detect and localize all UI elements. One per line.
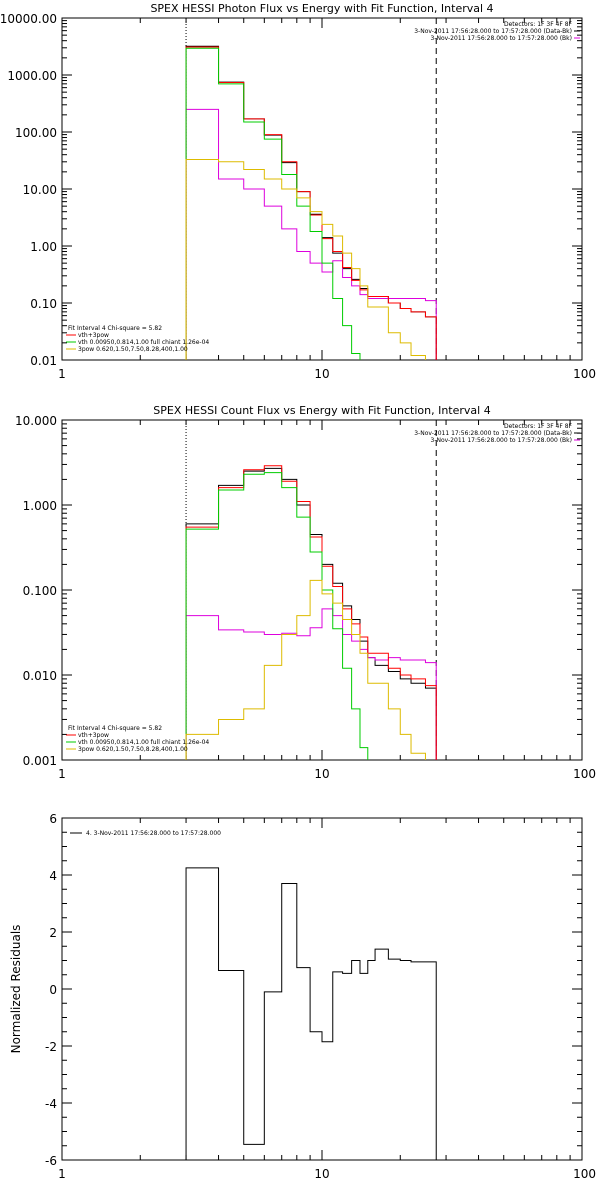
legend-label: Fit Interval 4 Chi-square = 5.82	[68, 325, 162, 332]
plot-frame	[61, 817, 583, 1161]
y-tick-label: 1000.00	[7, 69, 57, 83]
y-tick-label: 0	[49, 983, 57, 997]
legend-label: 4. 3-Nov-2011 17:56:28.000 to 17:57:28.0…	[86, 830, 221, 837]
info-line: 3-Nov-2011 17:56:28.000 to 17:57:28.000 …	[414, 430, 572, 437]
plot-frame	[61, 17, 583, 361]
chart-panel-2: SPEX HESSI Count Flux vs Energy with Fit…	[15, 404, 596, 781]
x-tick-label: 10	[314, 767, 329, 781]
y-axis-label: Normalized Residuals	[9, 925, 23, 1054]
x-tick-label: 10	[314, 367, 329, 381]
series-group	[185, 465, 437, 760]
y-tick-label: 1.00	[30, 240, 57, 254]
info-line: Detectors: 1F 3F 4F 8F	[504, 423, 573, 430]
series-line-vth	[185, 47, 361, 360]
series-group	[185, 867, 437, 1160]
x-tick-label: 100	[573, 1167, 596, 1181]
info-line: 3-Nov-2011 17:56:28.000 to 17:57:28.000 …	[414, 28, 572, 35]
series-line-vth	[185, 472, 369, 760]
x-tick-label: 100	[573, 767, 596, 781]
series-line-vth-3pow	[185, 465, 437, 760]
series-line-bk	[185, 108, 437, 360]
y-tick-label: 0.01	[30, 354, 57, 368]
y-tick-label: 10.000	[15, 414, 57, 428]
legend-label: vth+3pow	[78, 732, 109, 739]
chart-panel-3: 1 10 100 -6 -4 -2 0 2 4 6 Normalized Residuals 4. 3…	[9, 812, 596, 1181]
info-line: 3-Nov-2011 17:56:28.000 to 17:57:28.000 …	[430, 437, 572, 444]
series-group	[185, 45, 437, 360]
y-tick-label: 0.100	[23, 584, 57, 598]
x-tick-label: 1	[58, 367, 66, 381]
chart-title: SPEX HESSI Photon Flux vs Energy with Fi…	[150, 2, 493, 15]
series-line-3pow	[185, 579, 426, 760]
y-tick-label: 10000.00	[0, 12, 57, 26]
x-tick-label: 100	[573, 367, 596, 381]
series-line-bk	[185, 608, 437, 760]
series-line-3pow	[185, 158, 426, 360]
legend-label: 3pow 0.620,1.50,7.50,8.28,400,1.00	[78, 346, 188, 353]
y-tick-label: 0.001	[23, 754, 57, 768]
y-tick-label: 4	[49, 869, 57, 883]
legend-label: vth 0.00950,0.814,1.00 full chiant 1.26e…	[78, 339, 209, 346]
series-line-4-3-nov-2011-17-56-28-000-to-17-57-28-000	[185, 867, 437, 1160]
x-tick-label: 1	[58, 1167, 66, 1181]
y-tick-label: 1.000	[23, 499, 57, 513]
y-tick-label: 6	[49, 812, 57, 826]
info-line: Detectors: 1F 3F 4F 8F	[504, 21, 573, 28]
y-tick-label: -2	[45, 1040, 57, 1054]
legend-label: vth 0.00950,0.814,1.00 full chiant 1.26e…	[78, 739, 209, 746]
info-line: 3-Nov-2011 17:56:28.000 to 17:57:28.000 …	[430, 35, 572, 42]
x-tick-label: 10	[314, 1167, 329, 1181]
y-tick-label: 10.00	[23, 183, 57, 197]
y-tick-label: 0.10	[30, 297, 57, 311]
series-line-vth-3pow	[185, 46, 437, 360]
series-line-data-bk	[185, 467, 437, 760]
chart-title: SPEX HESSI Count Flux vs Energy with Fit…	[153, 404, 490, 417]
legend-label: Fit Interval 4 Chi-square = 5.82	[68, 725, 162, 732]
y-tick-label: -4	[45, 1097, 57, 1111]
chart-panel-1: SPEX HESSI Photon Flux vs Energy with Fi…	[0, 2, 596, 381]
y-tick-label: -6	[45, 1154, 57, 1168]
x-tick-label: 1	[58, 767, 66, 781]
legend-label: 3pow 0.620,1.50,7.50,8.28,400,1.00	[78, 746, 188, 753]
y-tick-label: 2	[49, 926, 57, 940]
y-tick-label: 100.00	[15, 126, 57, 140]
legend-label: vth+3pow	[78, 332, 109, 339]
y-tick-label: 0.010	[23, 669, 57, 683]
